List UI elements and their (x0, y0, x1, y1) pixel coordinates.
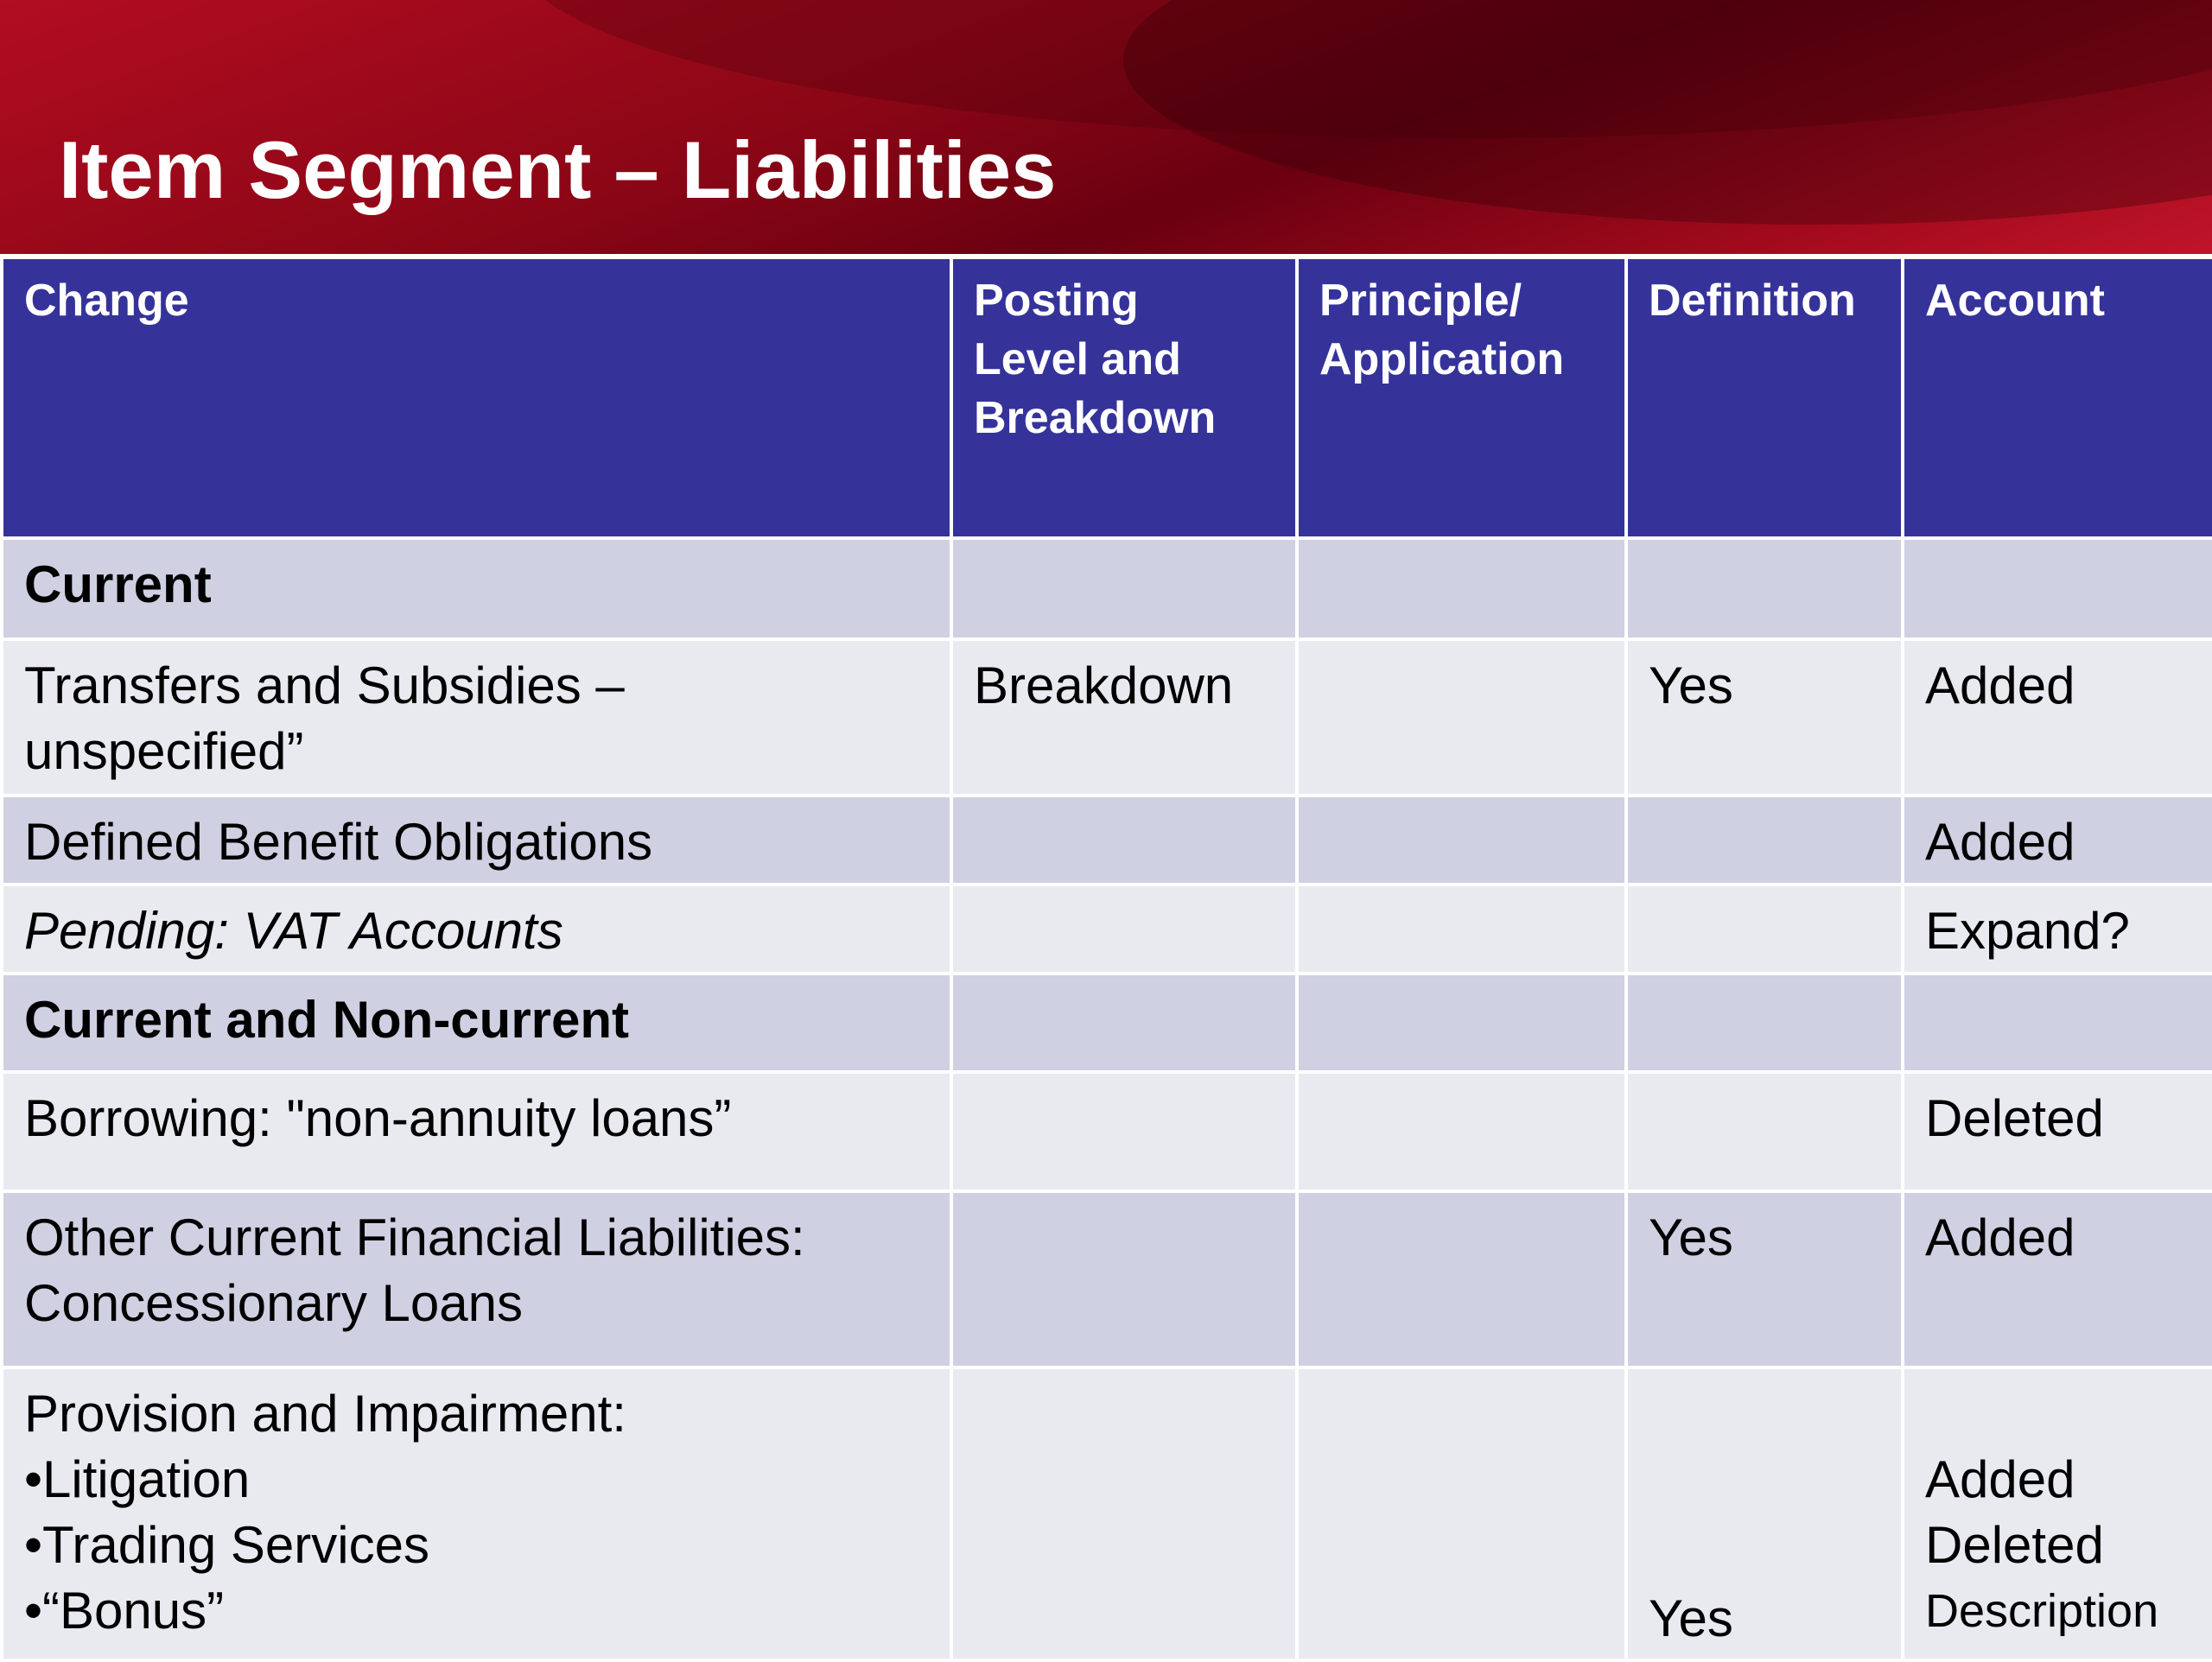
table-cell: Transfers and Subsidies – unspecified” (0, 638, 953, 797)
cell-line: Application (1319, 334, 1565, 384)
table-cell (950, 1070, 1299, 1193)
cell-text: Yes (1649, 1208, 1733, 1266)
table-row: Defined Benefit Obligations Added (0, 794, 2212, 886)
cell-text: Current and Non-current (24, 991, 630, 1049)
table-cell (950, 1366, 1299, 1662)
table-cell: Borrowing: "non-annuity loans” (0, 1070, 953, 1193)
table-cell: Added (1901, 638, 2212, 797)
cell-text: Account (1925, 276, 2105, 326)
table-cell (1624, 883, 1904, 975)
table-cell: Current and Non-current (0, 972, 953, 1074)
table-cell (1295, 794, 1628, 886)
cell-text: Added (1925, 813, 2075, 871)
cell-line: Description (1925, 1585, 2159, 1637)
header-row: Change Posting Level and Breakdown Principle… (0, 256, 2212, 540)
cell-line: Transfers and Subsidies – (24, 657, 625, 714)
table-cell (1295, 638, 1628, 797)
cell-line: Posting (974, 276, 1139, 326)
column-header: Change (0, 256, 953, 540)
liabilities-table: Change Posting Level and Breakdown Principle… (0, 256, 2212, 1662)
table-row: Transfers and Subsidies – unspecified” Bre… (0, 638, 2212, 797)
column-header: Definition (1624, 256, 1904, 540)
table-row: Current and Non-current (0, 972, 2212, 1074)
table-cell (1295, 972, 1628, 1074)
table-cell: Other Current Financial Liabilities: Conc… (0, 1189, 953, 1369)
cell-text: Expand? (1925, 902, 2130, 960)
cell-line: unspecified” (24, 722, 304, 780)
cell-line: Level and (974, 334, 1181, 384)
column-header: Posting Level and Breakdown (950, 256, 1299, 540)
cell-text: Yes (1649, 657, 1733, 714)
cell-line: Provision and Impairment: (24, 1385, 626, 1443)
table-cell (950, 883, 1299, 975)
cell-text: Borrowing: "non-annuity loans” (24, 1089, 732, 1147)
table-cell (950, 794, 1299, 886)
cell-line: •Trading Services (24, 1516, 429, 1574)
cell-line: Deleted (1925, 1516, 2104, 1574)
table-row: Current (0, 536, 2212, 641)
cell-text: Current (24, 555, 212, 613)
table-cell (950, 1189, 1299, 1369)
table-cell (1295, 883, 1628, 975)
table-cell (1295, 1366, 1628, 1662)
cell-line: Breakdown (974, 393, 1217, 443)
cell-text: Added (1925, 657, 2075, 714)
column-header: Account (1901, 256, 2212, 540)
table-cell (1901, 972, 2212, 1074)
table-cell (950, 536, 1299, 641)
cell-line: Concessionary Loans (24, 1274, 524, 1332)
header-banner: Item Segment – Liabilities (0, 0, 2212, 254)
table-cell: Provision and Impairment: •Litigation •Tra… (0, 1366, 953, 1662)
cell-text: Defined Benefit Obligations (24, 813, 653, 871)
cell-line: Added (1925, 1450, 2075, 1508)
table-cell (1295, 1189, 1628, 1369)
table-cell: Defined Benefit Obligations (0, 794, 953, 886)
table-cell: Pending: VAT Accounts (0, 883, 953, 975)
table-cell: Yes (1624, 638, 1904, 797)
table-cell: Deleted (1901, 1070, 2212, 1193)
table-cell (1901, 536, 2212, 641)
table-row: Other Current Financial Liabilities: Conc… (0, 1189, 2212, 1369)
table-cell: Breakdown (950, 638, 1299, 797)
cell-text: Deleted (1925, 1089, 2104, 1147)
table-cell (1624, 1070, 1904, 1193)
column-header: Principle/Application (1295, 256, 1628, 540)
cell-line: Principle/ (1319, 276, 1522, 326)
cell-text: Definition (1649, 276, 1856, 326)
table-cell (950, 972, 1299, 1074)
cell-text: Added (1925, 1208, 2075, 1266)
slide-title: Item Segment – Liabilities (59, 124, 1057, 215)
table-cell: Added Deleted Description (1901, 1366, 2212, 1662)
cell-line: Other Current Financial Liabilities: (24, 1208, 805, 1266)
table-cell: Current (0, 536, 953, 641)
table-row: Pending: VAT Accounts Expand? (0, 883, 2212, 975)
table-cell (1624, 536, 1904, 641)
table-cell: Yes (1624, 1189, 1904, 1369)
cell-line: •Litigation (24, 1450, 251, 1508)
table-cell (1624, 972, 1904, 1074)
cell-line: •“Bonus” (24, 1582, 225, 1640)
cell-text: Yes (1649, 1589, 1733, 1647)
table-cell (1295, 536, 1628, 641)
table-cell (1295, 1070, 1628, 1193)
cell-text: Breakdown (974, 657, 1234, 714)
table-cell (1624, 794, 1904, 886)
cell-text: Change (24, 276, 189, 326)
table-cell: Added (1901, 1189, 2212, 1369)
table-cell: Added (1901, 794, 2212, 886)
cell-text: Pending: VAT Accounts (24, 902, 563, 960)
table-row: Provision and Impairment: •Litigation •Tra… (0, 1366, 2212, 1662)
table-cell: Yes (1624, 1366, 1904, 1662)
table-row: Borrowing: "non-annuity loans” Deleted (0, 1070, 2212, 1193)
table-cell: Expand? (1901, 883, 2212, 975)
